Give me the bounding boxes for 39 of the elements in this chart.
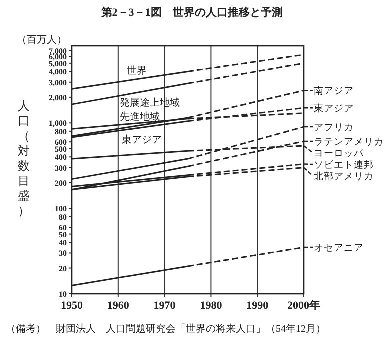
- chart-title: 第2－3－1図 世界の人口推移と予測: [100, 6, 283, 19]
- y-tick-label: 50: [59, 230, 67, 240]
- x-tick-label: 1960: [107, 300, 130, 312]
- y-tick-label: 800: [55, 127, 67, 136]
- y-tick-label: 1,000: [49, 119, 67, 128]
- y-tick-label: 600: [55, 138, 67, 148]
- y-tick-label: 500: [55, 144, 67, 154]
- legend-label: ヨーロッパ: [314, 148, 365, 160]
- y-tick-label: 60: [59, 224, 67, 233]
- y-tick-label: 3,000: [49, 78, 67, 88]
- text: （備考） 財団法人 人口問題研究会「世界の将来人口」（54年12月）: [6, 323, 326, 335]
- annotation: 東アジア: [122, 134, 162, 146]
- y-tick-label: 300: [55, 164, 67, 173]
- annotation: 世界: [127, 65, 147, 77]
- legend-label: オセアニア: [314, 243, 364, 254]
- legend-label: 南アジア: [314, 85, 354, 98]
- legend-label: ラテンアメリカ: [314, 136, 384, 148]
- y-tick-label: 400: [55, 153, 67, 162]
- legend-label: アフリカ: [314, 122, 354, 134]
- legend-label: 東アジア: [314, 102, 354, 115]
- annotation: 先進地域: [120, 111, 160, 123]
- y-tick-label: 2,000: [49, 93, 67, 102]
- y-tick-label: 30: [59, 249, 67, 258]
- y-tick-label: 40: [59, 238, 67, 248]
- text: （百万人）: [17, 35, 67, 46]
- legend-label: ソビエト連邦: [314, 158, 374, 171]
- y-axis-title: 人口（対数目盛）: [18, 99, 30, 218]
- x-tick-label: 1950: [61, 300, 84, 312]
- x-tick-label: 1990: [246, 300, 270, 312]
- y-tick-label: 80: [59, 212, 67, 222]
- y-tick-label: 4,000: [49, 68, 67, 77]
- y-tick-label: 200: [55, 178, 67, 188]
- y-tick-label: 100: [55, 204, 67, 214]
- x-tick-label: 1970: [154, 300, 176, 312]
- x-tick-label: 2000年: [288, 299, 320, 312]
- y-tick-label: 10: [59, 290, 67, 299]
- x-tick-label: 1980: [200, 300, 223, 312]
- legend-label: 北部アメリカ: [314, 170, 374, 182]
- y-tick-label: 20: [59, 264, 67, 274]
